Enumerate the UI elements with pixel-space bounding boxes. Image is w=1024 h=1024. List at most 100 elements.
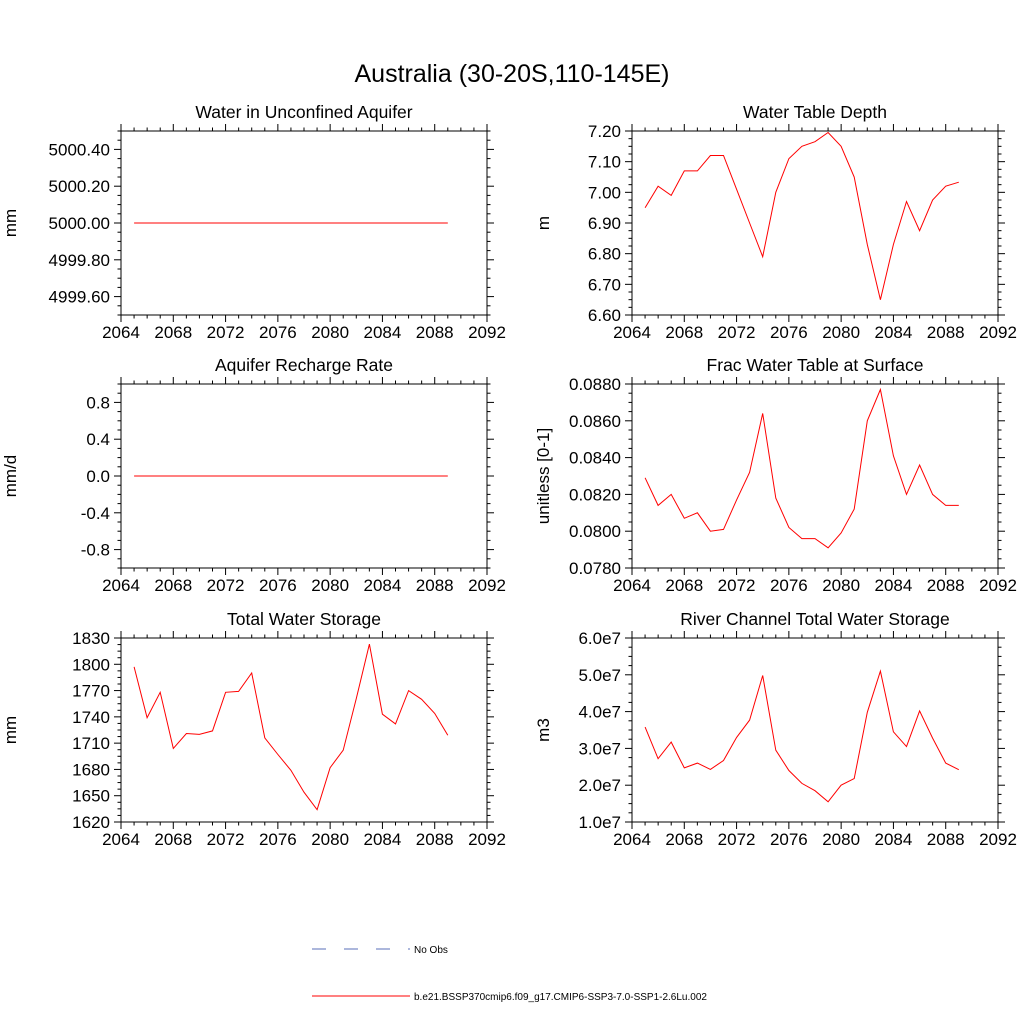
y-tick-label: 6.0e7 (578, 629, 621, 648)
figure-title: Australia (30-20S,110-145E) (355, 60, 670, 88)
x-tick-label: 2068 (665, 830, 703, 849)
y-tick-label: 1770 (72, 682, 110, 701)
y-tick-label: 5000.20 (49, 177, 110, 196)
y-tick-label: 5000.40 (49, 140, 110, 159)
x-tick-label: 2068 (154, 830, 192, 849)
series-line (644, 669, 960, 803)
x-tick-label: 2076 (770, 830, 808, 849)
x-tick-label: 2084 (875, 323, 913, 342)
y-axis-label: m (534, 216, 553, 230)
y-tick-label: 0.4 (86, 430, 110, 449)
x-tick-label: 2088 (927, 830, 965, 849)
y-tick-label: 0.0800 (569, 522, 621, 541)
y-tick-label: 0.0880 (569, 375, 621, 394)
y-tick-label: 1800 (72, 655, 110, 674)
y-tick-label: 1.0e7 (578, 813, 621, 832)
x-tick-label: 2080 (822, 323, 860, 342)
y-tick-label: 5.0e7 (578, 666, 621, 685)
plot-frame (631, 637, 999, 823)
y-tick-label: 6.60 (588, 306, 621, 325)
panel-5: River Channel Total Water Storage 2064 206… (534, 609, 1017, 849)
y-axis-label: mm/d (1, 455, 20, 498)
series-line (644, 387, 959, 549)
x-tick-label: 2092 (468, 576, 506, 595)
x-tick-label: 2068 (665, 323, 703, 342)
panel-title: Total Water Storage (227, 609, 381, 629)
y-tick-label: 7.00 (588, 183, 621, 202)
x-tick-label: 2092 (468, 830, 506, 849)
x-tick-label: 2084 (364, 323, 402, 342)
panel-title: Frac Water Table at Surface (707, 355, 924, 375)
y-tick-label: 0.0 (86, 467, 110, 486)
y-tick-label: 4.0e7 (578, 703, 621, 722)
y-tick-label: 1830 (72, 629, 110, 648)
x-tick-label: 2088 (927, 576, 965, 595)
x-tick-label: 2076 (770, 323, 808, 342)
y-axis-label: m3 (534, 718, 553, 742)
y-tick-label: 0.0780 (569, 559, 621, 578)
y-tick-label: 0.0820 (569, 485, 621, 504)
series-line (133, 643, 449, 811)
x-tick-label: 2080 (822, 830, 860, 849)
y-tick-label: 0.0840 (569, 449, 621, 468)
plot-frame (120, 637, 488, 823)
x-tick-label: 2076 (259, 576, 297, 595)
x-tick-label: 2064 (102, 576, 140, 595)
y-tick-label: 1680 (72, 760, 110, 779)
x-tick-label: 2084 (364, 576, 402, 595)
y-tick-label: 0.0860 (569, 412, 621, 431)
x-tick-label: 2064 (102, 830, 140, 849)
x-tick-label: 2088 (416, 576, 454, 595)
x-tick-label: 2068 (154, 323, 192, 342)
x-tick-label: 2072 (207, 323, 245, 342)
y-tick-label: 1650 (72, 787, 110, 806)
x-tick-label: 2064 (102, 323, 140, 342)
panel-3: Frac Water Table at Surface 2064 2068 2072 2… (534, 355, 1017, 595)
y-tick-label: 6.70 (588, 275, 621, 294)
panel-title: Aquifer Recharge Rate (215, 355, 393, 375)
y-axis-label: unitless [0-1] (534, 428, 553, 524)
x-tick-label: 2076 (770, 576, 808, 595)
panel-title: River Channel Total Water Storage (680, 609, 949, 629)
y-tick-label: 6.90 (588, 214, 621, 233)
x-tick-label: 2076 (259, 323, 297, 342)
x-tick-label: 2064 (613, 323, 651, 342)
x-tick-label: 2072 (718, 323, 756, 342)
y-tick-label: 2.0e7 (578, 776, 621, 795)
x-tick-label: 2084 (364, 830, 402, 849)
y-tick-label: 6.80 (588, 245, 621, 264)
x-tick-label: 2084 (875, 830, 913, 849)
x-tick-label: 2092 (979, 830, 1017, 849)
y-axis-label: mm (1, 209, 20, 237)
x-tick-label: 2092 (979, 323, 1017, 342)
y-tick-label: 1710 (72, 734, 110, 753)
y-tick-label: 3.0e7 (578, 739, 621, 758)
x-tick-label: 2084 (875, 576, 913, 595)
x-tick-label: 2080 (822, 576, 860, 595)
x-tick-label: 2068 (154, 576, 192, 595)
y-tick-label: 7.10 (588, 153, 621, 172)
y-tick-label: 0.8 (86, 393, 110, 412)
panel-0: Water in Unconfined Aquifer 2064 2068 2072 2… (1, 102, 506, 342)
x-tick-label: 2072 (718, 576, 756, 595)
y-tick-label: 1740 (72, 708, 110, 727)
panel-title: Water in Unconfined Aquifer (195, 102, 412, 122)
x-tick-label: 2072 (207, 830, 245, 849)
x-tick-label: 2088 (416, 830, 454, 849)
x-tick-label: 2092 (979, 576, 1017, 595)
y-tick-label: -0.4 (81, 504, 110, 523)
plot-frame (631, 383, 999, 569)
y-tick-label: -0.8 (81, 541, 110, 560)
panel-title: Water Table Depth (743, 102, 887, 122)
x-tick-label: 2076 (259, 830, 297, 849)
y-tick-label: 1620 (72, 813, 110, 832)
y-tick-label: 7.20 (588, 122, 621, 141)
x-tick-label: 2092 (468, 323, 506, 342)
x-tick-label: 2080 (311, 576, 349, 595)
x-tick-label: 2068 (665, 576, 703, 595)
panel-2: Aquifer Recharge Rate 2064 2068 2072 2076 208… (1, 355, 506, 595)
legend: No Obs b.e21.BSSP370cmip6.f09_g17.CMIP6-… (312, 945, 707, 1003)
x-tick-label: 2080 (311, 830, 349, 849)
legend-label-model: b.e21.BSSP370cmip6.f09_g17.CMIP6-SSP3-7.… (414, 992, 707, 1003)
